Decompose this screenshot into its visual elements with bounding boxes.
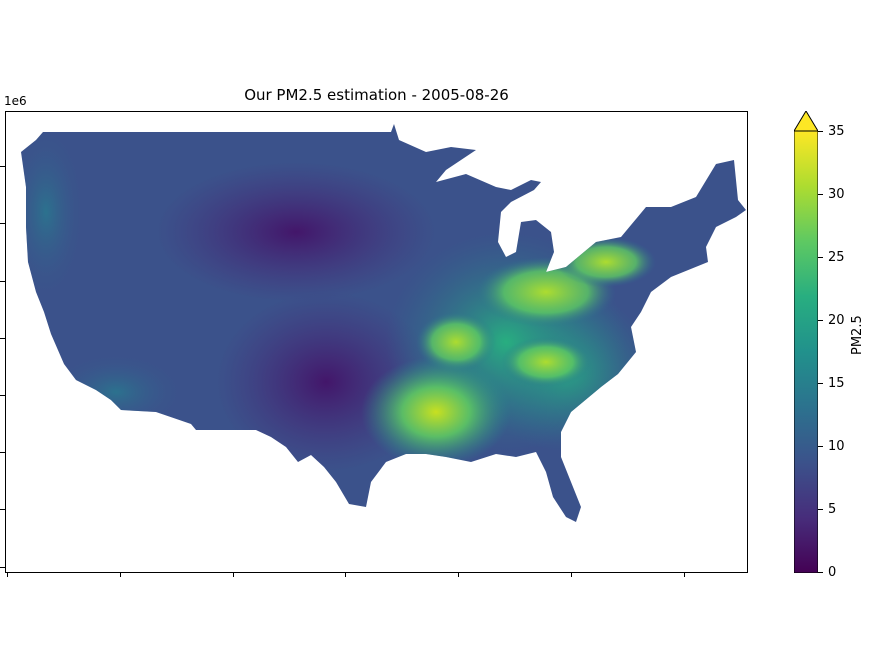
colorbar-tick [818,383,823,384]
colorbar-tick-label: 35 [828,124,845,139]
colorbar-tick-label: 20 [828,313,845,328]
x-tick [345,573,346,577]
axis-offset-label: 1e6 [4,94,27,108]
y-tick [0,281,5,282]
y-tick [0,223,5,224]
x-tick [458,573,459,577]
colorbar-tick [818,509,823,510]
y-tick [0,509,5,510]
colorbar-tick [818,194,823,195]
y-tick [0,338,5,339]
x-tick [233,573,234,577]
colorbar-tick [818,446,823,447]
colorbar-tick [818,572,823,573]
colorbar-tick [818,320,823,321]
x-tick [120,573,121,577]
map-plot-area [5,111,748,573]
y-tick [0,166,5,167]
colorbar-gradient [794,130,818,573]
y-tick [0,567,5,568]
colorbar-tick-label: 10 [828,439,845,454]
map-field [21,124,746,522]
colorbar-tick-label: 15 [828,376,845,391]
y-tick [0,452,5,453]
colorbar-tick-label: 5 [828,502,837,517]
colorbar [794,111,818,573]
chart-title: Our PM2.5 estimation - 2005-08-26 [244,86,509,104]
x-tick [571,573,572,577]
pm25-map [21,124,746,522]
x-tick [7,573,8,577]
colorbar-tick-label: 30 [828,187,845,202]
colorbar-extend-arrow [794,111,818,132]
colorbar-tick [818,131,823,132]
y-tick [0,395,5,396]
colorbar-tick [818,257,823,258]
colorbar-tick-label: 25 [828,250,845,265]
colorbar-label: PM2.5 [850,315,865,355]
colorbar-tick-label: 0 [828,565,837,580]
x-tick [684,573,685,577]
